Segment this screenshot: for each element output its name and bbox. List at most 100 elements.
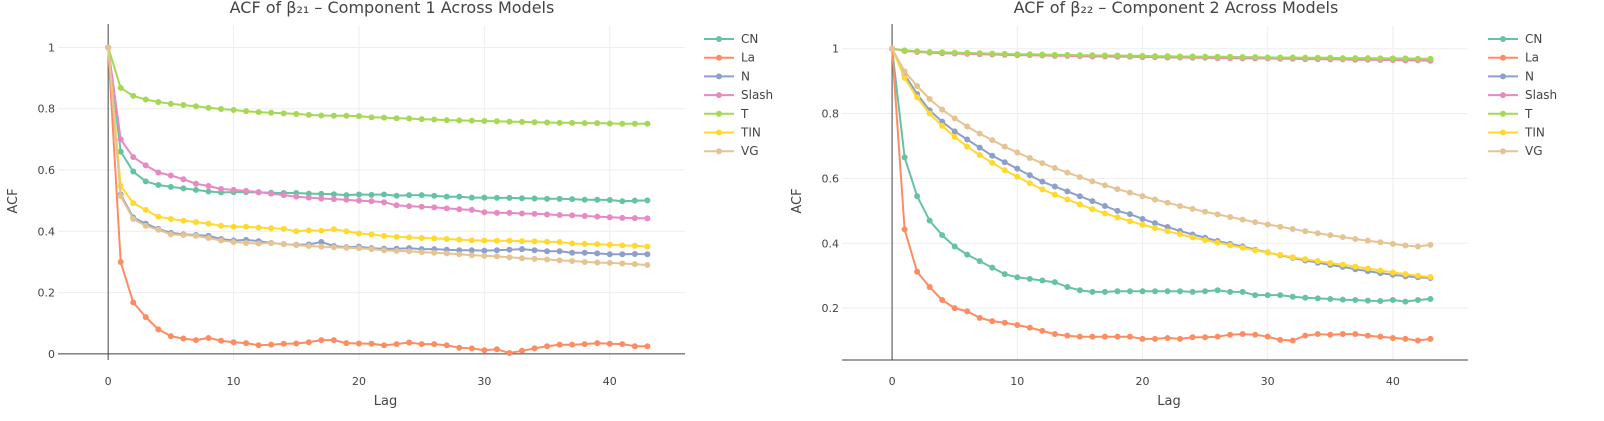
legend-item-la[interactable]: La — [704, 51, 755, 65]
data-point — [569, 119, 576, 126]
legend-marker — [1500, 73, 1506, 80]
data-point — [1152, 288, 1158, 295]
data-point — [218, 106, 225, 113]
data-point — [343, 196, 350, 203]
legend-item-la[interactable]: La — [1488, 51, 1539, 65]
data-point — [581, 212, 588, 219]
data-point — [976, 152, 983, 159]
data-point — [1177, 288, 1184, 295]
data-point — [1152, 53, 1158, 60]
data-point — [594, 340, 601, 347]
data-point — [117, 84, 124, 91]
series-slash — [105, 44, 651, 222]
data-point — [964, 123, 971, 130]
legend-label: VG — [1525, 144, 1543, 158]
data-point — [989, 159, 996, 166]
data-point — [280, 241, 287, 248]
data-point — [1001, 143, 1008, 150]
legend-item-tin[interactable]: TIN — [1488, 126, 1545, 140]
data-point — [556, 239, 563, 246]
data-point — [976, 130, 983, 137]
series-tin — [105, 44, 651, 250]
legend-item-slash[interactable]: Slash — [1488, 88, 1557, 102]
data-point — [606, 241, 613, 248]
legend-label: CN — [1525, 32, 1542, 46]
data-point — [1189, 234, 1196, 241]
data-point — [1152, 196, 1158, 203]
data-point — [1101, 210, 1108, 217]
data-point — [180, 231, 187, 238]
data-point — [456, 206, 463, 213]
legend-item-tin[interactable]: TIN — [704, 126, 761, 140]
data-point — [218, 186, 225, 193]
data-point — [1189, 53, 1196, 60]
data-point — [155, 98, 162, 105]
series-tin — [889, 45, 1434, 280]
series-vg — [105, 44, 651, 269]
data-point — [1101, 52, 1108, 59]
data-point — [1064, 51, 1071, 58]
data-point — [556, 248, 563, 255]
data-point — [1139, 52, 1146, 59]
data-point — [1289, 293, 1296, 300]
data-point — [355, 230, 362, 237]
data-point — [1277, 336, 1284, 343]
data-point — [468, 117, 475, 124]
data-point — [468, 194, 475, 201]
data-point — [1239, 216, 1246, 223]
data-point — [1402, 271, 1409, 278]
legend-item-n[interactable]: N — [1488, 69, 1534, 83]
data-point — [493, 253, 500, 260]
data-point — [1364, 332, 1371, 339]
data-point — [1239, 54, 1246, 61]
data-point — [606, 259, 613, 266]
data-point — [117, 258, 124, 265]
data-point — [1402, 242, 1409, 249]
data-point — [581, 196, 588, 203]
legend-item-vg[interactable]: VG — [1488, 144, 1543, 158]
data-point — [594, 213, 601, 220]
legend-item-slash[interactable]: Slash — [704, 88, 773, 102]
data-point — [1126, 211, 1133, 218]
legend-item-cn[interactable]: CN — [1488, 32, 1542, 46]
data-point — [1427, 273, 1434, 280]
data-point — [268, 341, 275, 348]
data-point — [926, 110, 933, 117]
data-point — [518, 195, 525, 202]
data-point — [1026, 51, 1033, 58]
data-point — [1352, 263, 1359, 270]
x-tick-label: 20 — [1135, 375, 1149, 388]
data-point — [180, 335, 187, 342]
series-n — [889, 45, 1434, 281]
data-point — [381, 247, 388, 254]
data-point — [418, 116, 425, 123]
data-point — [1152, 220, 1158, 227]
data-point — [481, 194, 488, 201]
legend-item-cn[interactable]: CN — [704, 32, 758, 46]
data-point — [1189, 334, 1196, 341]
legend-item-vg[interactable]: VG — [704, 144, 759, 158]
y-tick-label: 0.8 — [822, 108, 840, 121]
data-point — [1389, 240, 1396, 247]
data-point — [167, 100, 174, 107]
data-point — [544, 343, 551, 350]
data-point — [293, 193, 300, 200]
data-point — [205, 104, 212, 111]
x-axis-title: Lag — [1157, 394, 1180, 409]
y-tick-label: 1 — [832, 43, 839, 56]
data-point — [1264, 333, 1271, 340]
legend-item-n[interactable]: N — [704, 69, 750, 83]
data-point — [1039, 51, 1046, 58]
legend-item-t[interactable]: T — [704, 107, 749, 121]
data-point — [631, 343, 638, 350]
data-point — [531, 195, 538, 202]
data-point — [268, 239, 275, 246]
data-point — [964, 49, 971, 56]
data-point — [594, 259, 601, 266]
data-point — [456, 117, 463, 124]
data-point — [1239, 244, 1246, 251]
data-point — [1039, 277, 1046, 284]
legend-item-t[interactable]: T — [1488, 107, 1533, 121]
data-point — [1001, 271, 1008, 278]
legend-marker — [1500, 92, 1506, 99]
